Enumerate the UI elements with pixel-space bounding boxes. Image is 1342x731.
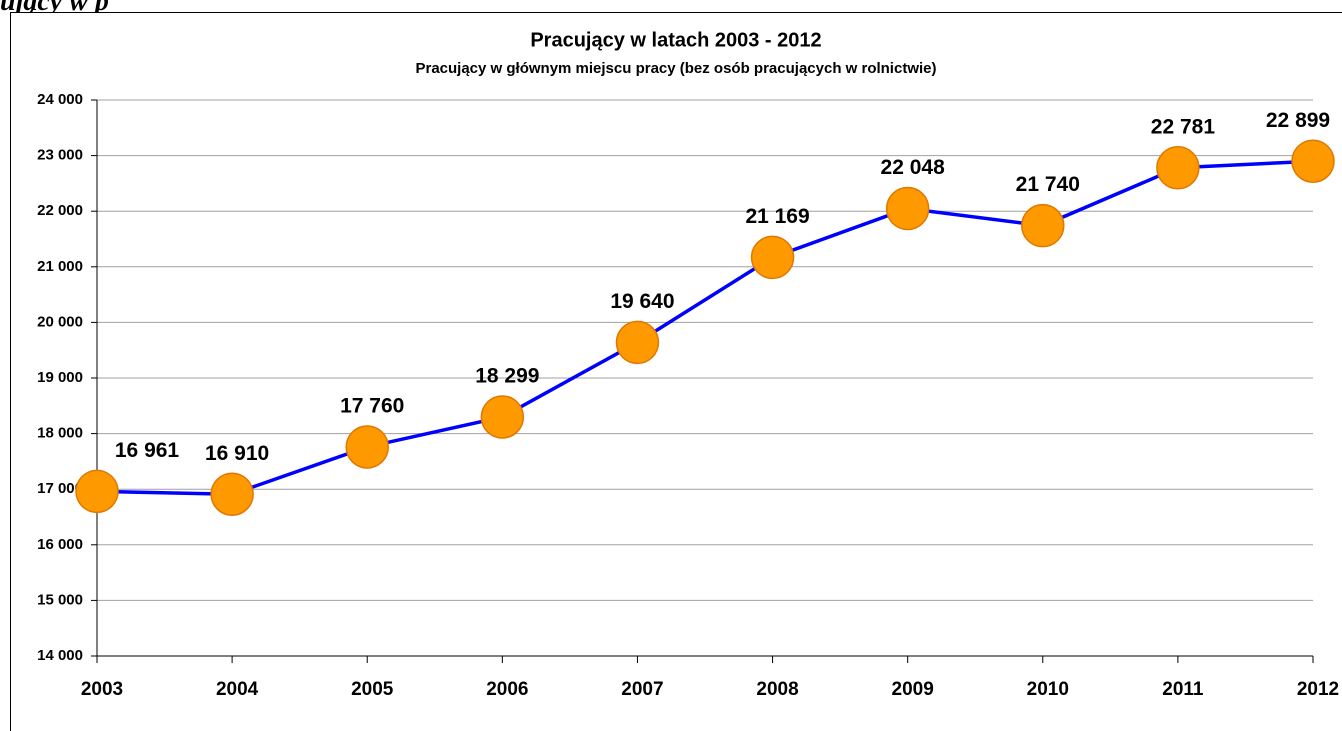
y-tick-label: 20 000 bbox=[37, 313, 83, 330]
x-tick-label: 2012 bbox=[1297, 679, 1339, 700]
chart-subtitle: Pracujący w głównym miejscu pracy (bez o… bbox=[415, 60, 936, 77]
x-tick-label: 2003 bbox=[81, 679, 123, 700]
data-point bbox=[210, 472, 254, 516]
y-tick-label: 24 000 bbox=[37, 91, 83, 108]
data-point bbox=[615, 320, 660, 365]
y-tick-label: 18 000 bbox=[37, 425, 83, 442]
data-point bbox=[1291, 139, 1335, 183]
data-point bbox=[1156, 146, 1200, 190]
y-tick-label: 14 000 bbox=[37, 647, 83, 664]
data-label: 16 910 bbox=[205, 442, 269, 465]
y-tick-label: 15 000 bbox=[37, 591, 83, 608]
data-label: 21 169 bbox=[745, 205, 809, 228]
data-label: 19 640 bbox=[610, 290, 674, 313]
y-tick-label: 19 000 bbox=[37, 369, 83, 386]
series-line bbox=[96, 159, 1314, 496]
data-label: 16 961 bbox=[115, 439, 180, 462]
x-tick-label: 2006 bbox=[486, 679, 528, 700]
y-tick-label: 23 000 bbox=[37, 147, 83, 164]
y-tick-label: 16 000 bbox=[37, 536, 83, 553]
y-tick-label: 17 000 bbox=[37, 480, 83, 497]
y-tick-label: 21 000 bbox=[37, 258, 83, 275]
x-tick-label: 2007 bbox=[621, 679, 663, 700]
chart-frame bbox=[10, 12, 1342, 731]
data-point bbox=[750, 235, 795, 280]
x-tick-label: 2010 bbox=[1027, 679, 1069, 700]
x-tick-label: 2011 bbox=[1162, 679, 1204, 700]
x-tick-label: 2008 bbox=[756, 679, 798, 700]
data-label: 21 740 bbox=[1016, 173, 1080, 196]
data-label: 22 048 bbox=[881, 156, 946, 179]
y-tick-label: 22 000 bbox=[37, 202, 83, 219]
data-point bbox=[480, 395, 525, 439]
x-tick-label: 2009 bbox=[892, 679, 934, 700]
data-label: 22 781 bbox=[1151, 115, 1216, 138]
data-label: 18 299 bbox=[475, 365, 539, 388]
data-point bbox=[1021, 203, 1065, 248]
data-point bbox=[75, 469, 119, 514]
chart-title: Pracujący w latach 2003 - 2012 bbox=[530, 29, 821, 51]
data-label: 17 760 bbox=[340, 394, 404, 417]
x-tick-label: 2005 bbox=[351, 679, 394, 700]
data-point bbox=[885, 186, 930, 231]
data-label: 22 899 bbox=[1266, 109, 1330, 132]
data-point bbox=[345, 425, 389, 469]
x-tick-label: 2004 bbox=[216, 679, 259, 700]
